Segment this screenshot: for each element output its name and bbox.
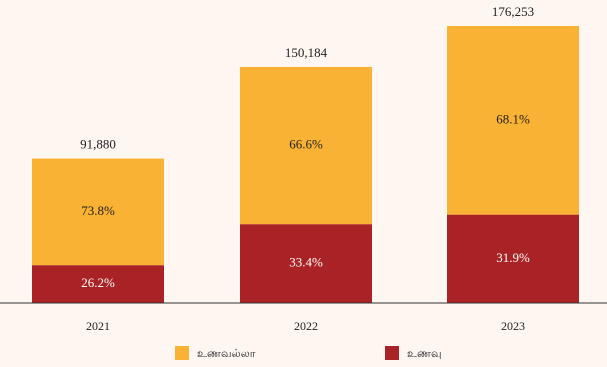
segment-label: 33.4%: [289, 255, 323, 270]
legend-swatch: [385, 346, 399, 360]
x-tick-label: 2023: [501, 319, 525, 333]
x-tick-label: 2022: [294, 319, 318, 333]
legend-label: உணவல்லா: [197, 347, 256, 360]
bar-segment: [32, 265, 164, 303]
segment-label: 66.6%: [289, 137, 323, 152]
legend-swatch: [175, 346, 189, 360]
segment-label: 73.8%: [81, 203, 115, 218]
x-tick-label: 2021: [86, 319, 110, 333]
segment-label: 31.9%: [496, 250, 530, 265]
bar-segment: [447, 26, 579, 215]
bar-segment: [447, 214, 579, 303]
total-label: 91,880: [80, 137, 116, 152]
bar-segment: [32, 158, 164, 266]
legend-label: உணவு: [407, 347, 442, 360]
total-label: 150,184: [285, 45, 328, 60]
bar-segment: [240, 224, 372, 303]
segment-label: 26.2%: [81, 275, 115, 290]
total-label: 176,253: [492, 4, 534, 19]
bar-segment: [240, 66, 372, 225]
segment-label: 68.1%: [496, 111, 530, 126]
